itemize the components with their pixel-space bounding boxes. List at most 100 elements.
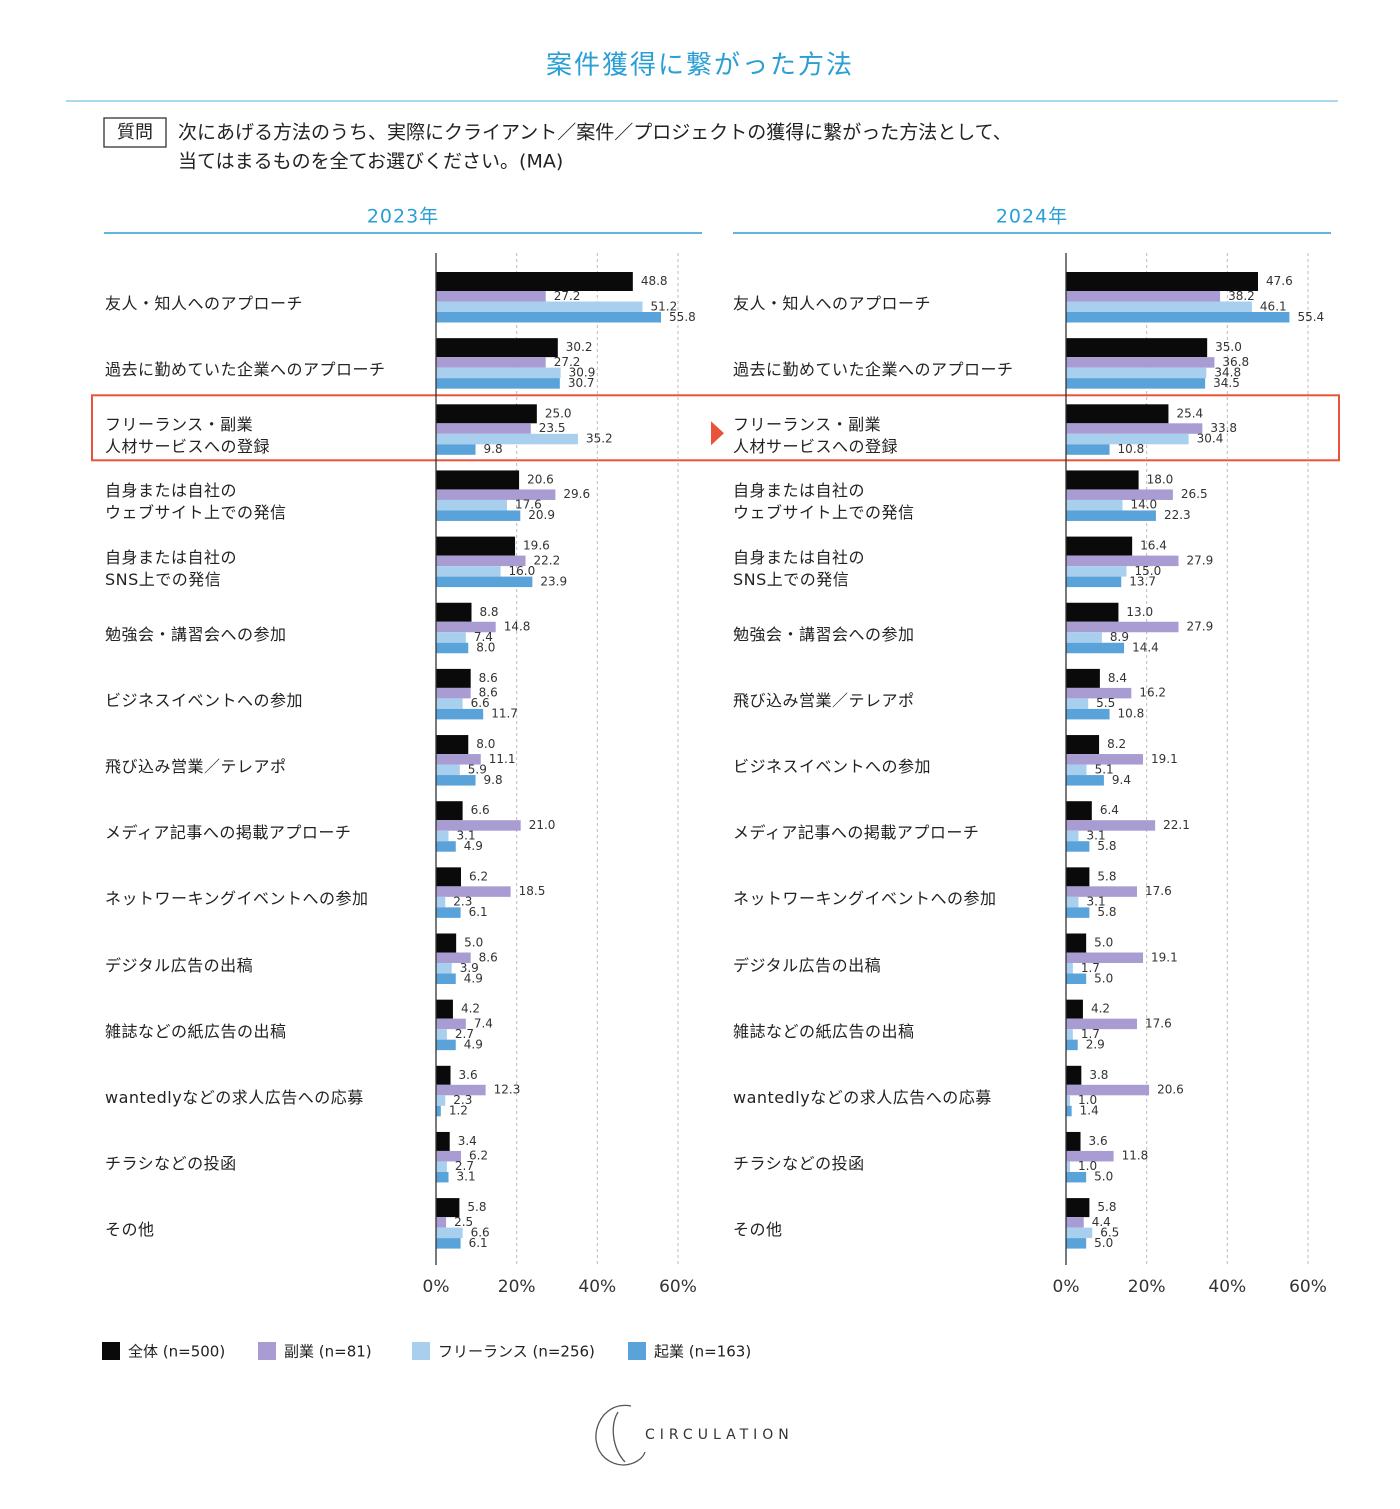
bar — [1066, 338, 1208, 358]
bar — [1066, 566, 1127, 577]
bar — [1066, 576, 1122, 588]
value-label: 19.1 — [1151, 752, 1178, 766]
x-tick-label: 60% — [659, 1277, 697, 1297]
bar — [436, 423, 531, 434]
category-label: 飛び込み営業／テレアポ — [105, 757, 287, 777]
value-label: 35.2 — [586, 432, 613, 446]
category-label: フリーランス・副業 人材サービスへの登録 — [105, 415, 271, 457]
value-label: 2.7 — [455, 1159, 474, 1173]
bar — [436, 1238, 461, 1249]
bar — [1066, 973, 1087, 984]
value-label: 22.3 — [1164, 508, 1191, 522]
bar — [1066, 907, 1090, 918]
value-label: 8.0 — [476, 641, 495, 655]
value-label: 34.8 — [1214, 365, 1241, 379]
bar — [436, 602, 472, 622]
legend-swatch — [102, 1342, 120, 1360]
value-label: 8.6 — [479, 950, 498, 964]
value-label: 4.9 — [464, 1037, 483, 1051]
category-label: 雑誌などの紙広告の出稿 — [733, 1021, 915, 1041]
bar — [436, 576, 533, 588]
value-label: 3.8 — [1089, 1068, 1108, 1082]
bar — [1066, 602, 1119, 622]
bar — [1066, 1161, 1071, 1172]
bar — [1066, 301, 1252, 312]
category-label: ネットワーキングイベントへの参加 — [105, 889, 369, 909]
bar — [436, 687, 471, 699]
value-label: 8.6 — [479, 686, 498, 700]
bar — [436, 963, 452, 974]
bar — [436, 1095, 446, 1106]
bar — [1066, 1217, 1084, 1228]
bar — [1066, 378, 1206, 389]
bar — [1066, 1171, 1087, 1183]
bar — [1066, 555, 1179, 567]
value-label: 17.6 — [515, 498, 542, 512]
bar — [436, 907, 461, 918]
category-label: wantedlyなどの求人広告への応募 — [733, 1087, 992, 1107]
value-label: 8.0 — [476, 737, 495, 751]
value-label: 3.1 — [1087, 828, 1106, 842]
category-label: チラシなどの投函 — [105, 1153, 237, 1173]
category-label: 自身または自社の SNS上での発信 — [105, 547, 238, 589]
value-label: 6.6 — [471, 696, 490, 710]
category-label: 過去に勤めていた企業へのアプローチ — [105, 360, 386, 380]
bar — [1066, 1150, 1114, 1162]
question-box — [103, 117, 167, 148]
value-label: 30.2 — [566, 340, 593, 354]
value-label: 38.2 — [1228, 289, 1255, 303]
bar — [436, 820, 521, 831]
value-label: 6.1 — [469, 905, 488, 919]
bar — [436, 886, 511, 897]
value-label: 3.1 — [457, 1170, 476, 1184]
value-label: 3.6 — [1089, 1134, 1108, 1148]
bar — [1066, 357, 1215, 368]
legend-swatch — [412, 1342, 430, 1360]
value-label: 8.4 — [1108, 671, 1127, 685]
bar — [436, 698, 463, 709]
value-label: 1.7 — [1081, 1027, 1100, 1041]
value-label: 3.1 — [457, 828, 476, 842]
value-label: 6.4 — [1100, 803, 1119, 817]
bar — [436, 952, 471, 963]
bar — [436, 510, 521, 521]
value-label: 46.1 — [1260, 299, 1287, 313]
category-label: 飛び込み営業／テレアポ — [733, 690, 915, 710]
legend-label: 全体 (n=500) — [128, 1343, 225, 1361]
bar — [436, 841, 456, 852]
bar — [436, 499, 507, 511]
bar — [1066, 272, 1258, 291]
value-label: 2.5 — [454, 1215, 473, 1229]
bar — [1066, 404, 1169, 424]
value-label: 13.0 — [1126, 605, 1153, 619]
bar — [1066, 1095, 1071, 1106]
value-label: 5.5 — [1096, 696, 1115, 710]
value-label: 11.1 — [489, 752, 516, 766]
value-label: 20.9 — [528, 508, 555, 522]
value-label: 23.5 — [539, 421, 566, 435]
value-label: 12.3 — [494, 1083, 521, 1097]
bar — [1066, 1065, 1082, 1085]
value-label: 11.8 — [1122, 1149, 1149, 1163]
value-label: 34.5 — [1213, 376, 1240, 390]
bar — [436, 867, 462, 887]
bar — [1066, 444, 1110, 455]
value-label: 19.1 — [1151, 950, 1178, 964]
category-label: フリーランス・副業 人材サービスへの登録 — [733, 415, 899, 457]
value-label: 9.4 — [1112, 773, 1131, 787]
value-label: 17.6 — [1145, 884, 1172, 898]
x-tick-label: 20% — [1128, 1277, 1166, 1297]
bar — [1066, 830, 1079, 842]
value-label: 30.7 — [568, 376, 595, 390]
bar — [436, 764, 460, 776]
value-label: 55.4 — [1297, 310, 1324, 324]
bar — [1066, 1238, 1087, 1249]
value-label: 15.0 — [1135, 564, 1162, 578]
bar — [1066, 1198, 1090, 1218]
bar — [436, 536, 516, 556]
category-label: デジタル広告の出稿 — [733, 955, 882, 975]
value-label: 35.0 — [1215, 340, 1242, 354]
value-label: 11.7 — [491, 707, 518, 721]
bar — [1066, 933, 1087, 953]
